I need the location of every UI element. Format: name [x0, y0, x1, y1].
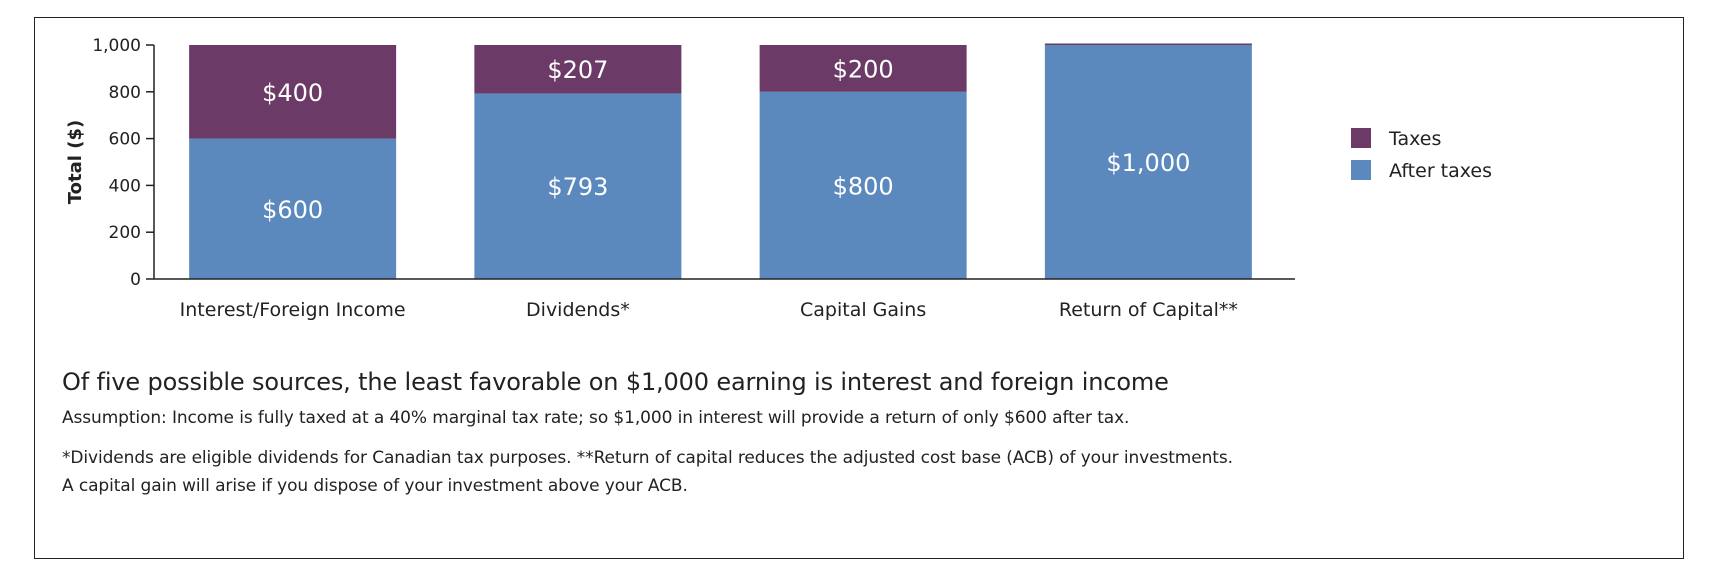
x-tick-label: Interest/Foreign Income	[180, 299, 406, 321]
y-axis: 0 200 400 600 800 1,000 Total ($)	[65, 36, 155, 290]
footnote-dividends: *Dividends are eligible dividends for Ca…	[62, 448, 1233, 468]
bar-taxes	[1044, 43, 1252, 45]
bars	[189, 43, 1252, 279]
chart-frame: 0 200 400 600 800 1,000 Total ($) $600 $400 $793…	[34, 17, 1684, 559]
legend-label: After taxes	[1389, 160, 1492, 182]
x-tick-label: Capital Gains	[800, 299, 926, 321]
bar-value-label: $793	[547, 173, 608, 201]
chart-caption: Of five possible sources, the least favo…	[62, 368, 1169, 396]
bar-after-taxes	[759, 91, 967, 279]
y-tick-label: 0	[130, 270, 141, 290]
x-axis: Interest/Foreign Income Dividends* Capital…	[154, 278, 1295, 321]
stacked-bar-chart: 0 200 400 600 800 1,000 Total ($) $600 $400 $793…	[65, 36, 1492, 321]
bar-taxes	[189, 45, 397, 139]
legend-swatch	[1351, 160, 1371, 180]
bar-after-taxes	[1044, 45, 1252, 279]
legend-label: Taxes	[1388, 128, 1441, 150]
bar-value-label: $400	[262, 79, 323, 107]
bar-value-label: $200	[833, 55, 894, 83]
bar-value-label: $207	[547, 56, 608, 84]
legend-swatch	[1351, 128, 1371, 148]
x-tick-label: Dividends*	[526, 299, 630, 321]
y-tick-label: 400	[109, 176, 141, 196]
bar-taxes	[759, 45, 967, 92]
legend: Taxes After taxes	[1351, 128, 1492, 182]
x-tick-label: Return of Capital**	[1059, 299, 1238, 321]
bar-labels: $600 $400 $793 $207 $800 $200 $1,000	[262, 55, 1190, 223]
y-tick-label: 1,000	[92, 36, 141, 56]
footnote-capital-gain: A capital gain will arise if you dispose…	[62, 476, 688, 496]
bar-value-label: $800	[833, 172, 894, 200]
bar-taxes	[474, 45, 682, 94]
assumption-note: Assumption: Income is fully taxed at a 4…	[62, 408, 1130, 428]
bar-value-label: $1,000	[1106, 149, 1190, 177]
bar-after-taxes	[189, 138, 397, 279]
y-axis-label: Total ($)	[65, 120, 86, 204]
y-tick-label: 200	[109, 223, 141, 243]
bar-after-taxes	[474, 93, 682, 279]
bar-value-label: $600	[262, 196, 323, 224]
y-tick-label: 600	[109, 130, 141, 150]
y-tick-label: 800	[109, 83, 141, 103]
